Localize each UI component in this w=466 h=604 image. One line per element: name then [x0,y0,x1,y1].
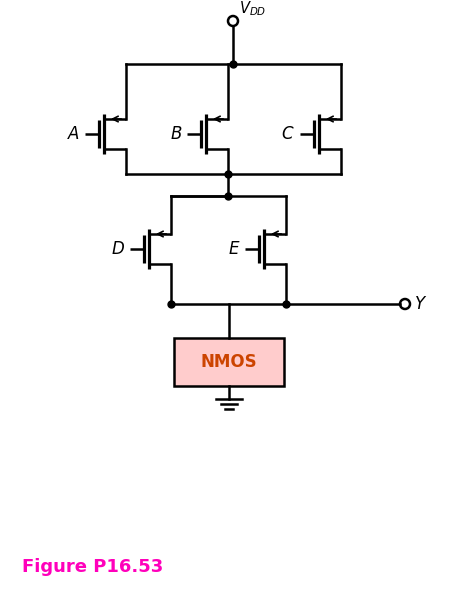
Text: $V_{DD}$: $V_{DD}$ [239,0,266,18]
Text: $Y$: $Y$ [414,295,427,313]
Text: $B$: $B$ [170,125,182,143]
Text: $A$: $A$ [67,125,80,143]
Text: Figure P16.53: Figure P16.53 [22,558,163,576]
Text: $E$: $E$ [227,240,240,258]
Text: $C$: $C$ [281,125,295,143]
Text: $D$: $D$ [111,240,125,258]
FancyBboxPatch shape [173,338,283,386]
Text: NMOS: NMOS [200,353,257,371]
